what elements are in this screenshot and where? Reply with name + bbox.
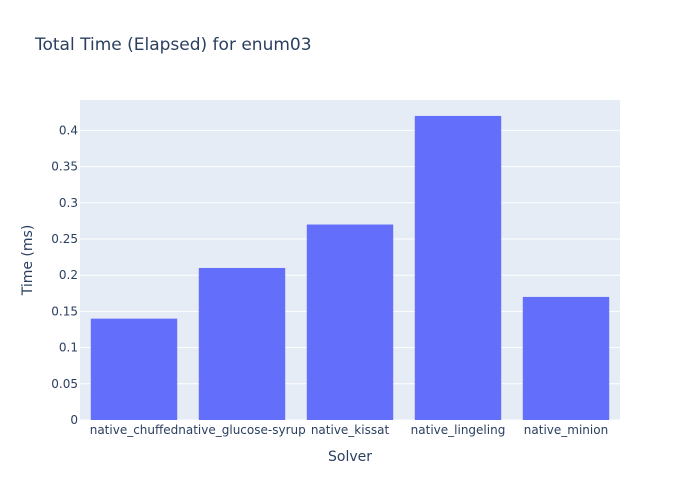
- bar-native_lingeling: [414, 115, 502, 420]
- y-tick-label: 0: [70, 413, 78, 427]
- bar-native_chuffed: [90, 318, 178, 420]
- bar-native_minion: [522, 296, 610, 420]
- y-tick-label: 0.15: [51, 304, 78, 318]
- x-tick-label: native_glucose-syrup: [178, 423, 305, 437]
- y-tick-label: 0.1: [59, 341, 78, 355]
- bars: [90, 115, 610, 420]
- x-tick-labels: native_chuffed native_glucose-syrup native…: [90, 423, 608, 437]
- y-tick-label: 0.25: [51, 232, 78, 246]
- y-tick-label: 0.05: [51, 377, 78, 391]
- y-tick-label: 0.3: [59, 196, 78, 210]
- x-tick-label: native_lingeling: [411, 423, 506, 437]
- y-tick-label: 0.2: [59, 268, 78, 282]
- y-tick-labels: 0 0.05 0.1 0.15 0.2 0.25 0.3 0.35 0.4: [51, 123, 78, 427]
- y-axis-label: Time (ms): [20, 225, 36, 297]
- x-tick-label: native_minion: [524, 423, 608, 437]
- x-tick-label: native_kissat: [311, 423, 390, 437]
- x-axis-label: Solver: [328, 449, 372, 465]
- bar-native_kissat: [306, 224, 394, 420]
- y-tick-label: 0.4: [59, 123, 78, 137]
- bar-native_glucose-syrup: [198, 267, 286, 420]
- y-tick-label: 0.35: [51, 160, 78, 174]
- chart-title: Total Time (Elapsed) for enum03: [34, 35, 312, 55]
- x-tick-label: native_chuffed: [90, 423, 179, 437]
